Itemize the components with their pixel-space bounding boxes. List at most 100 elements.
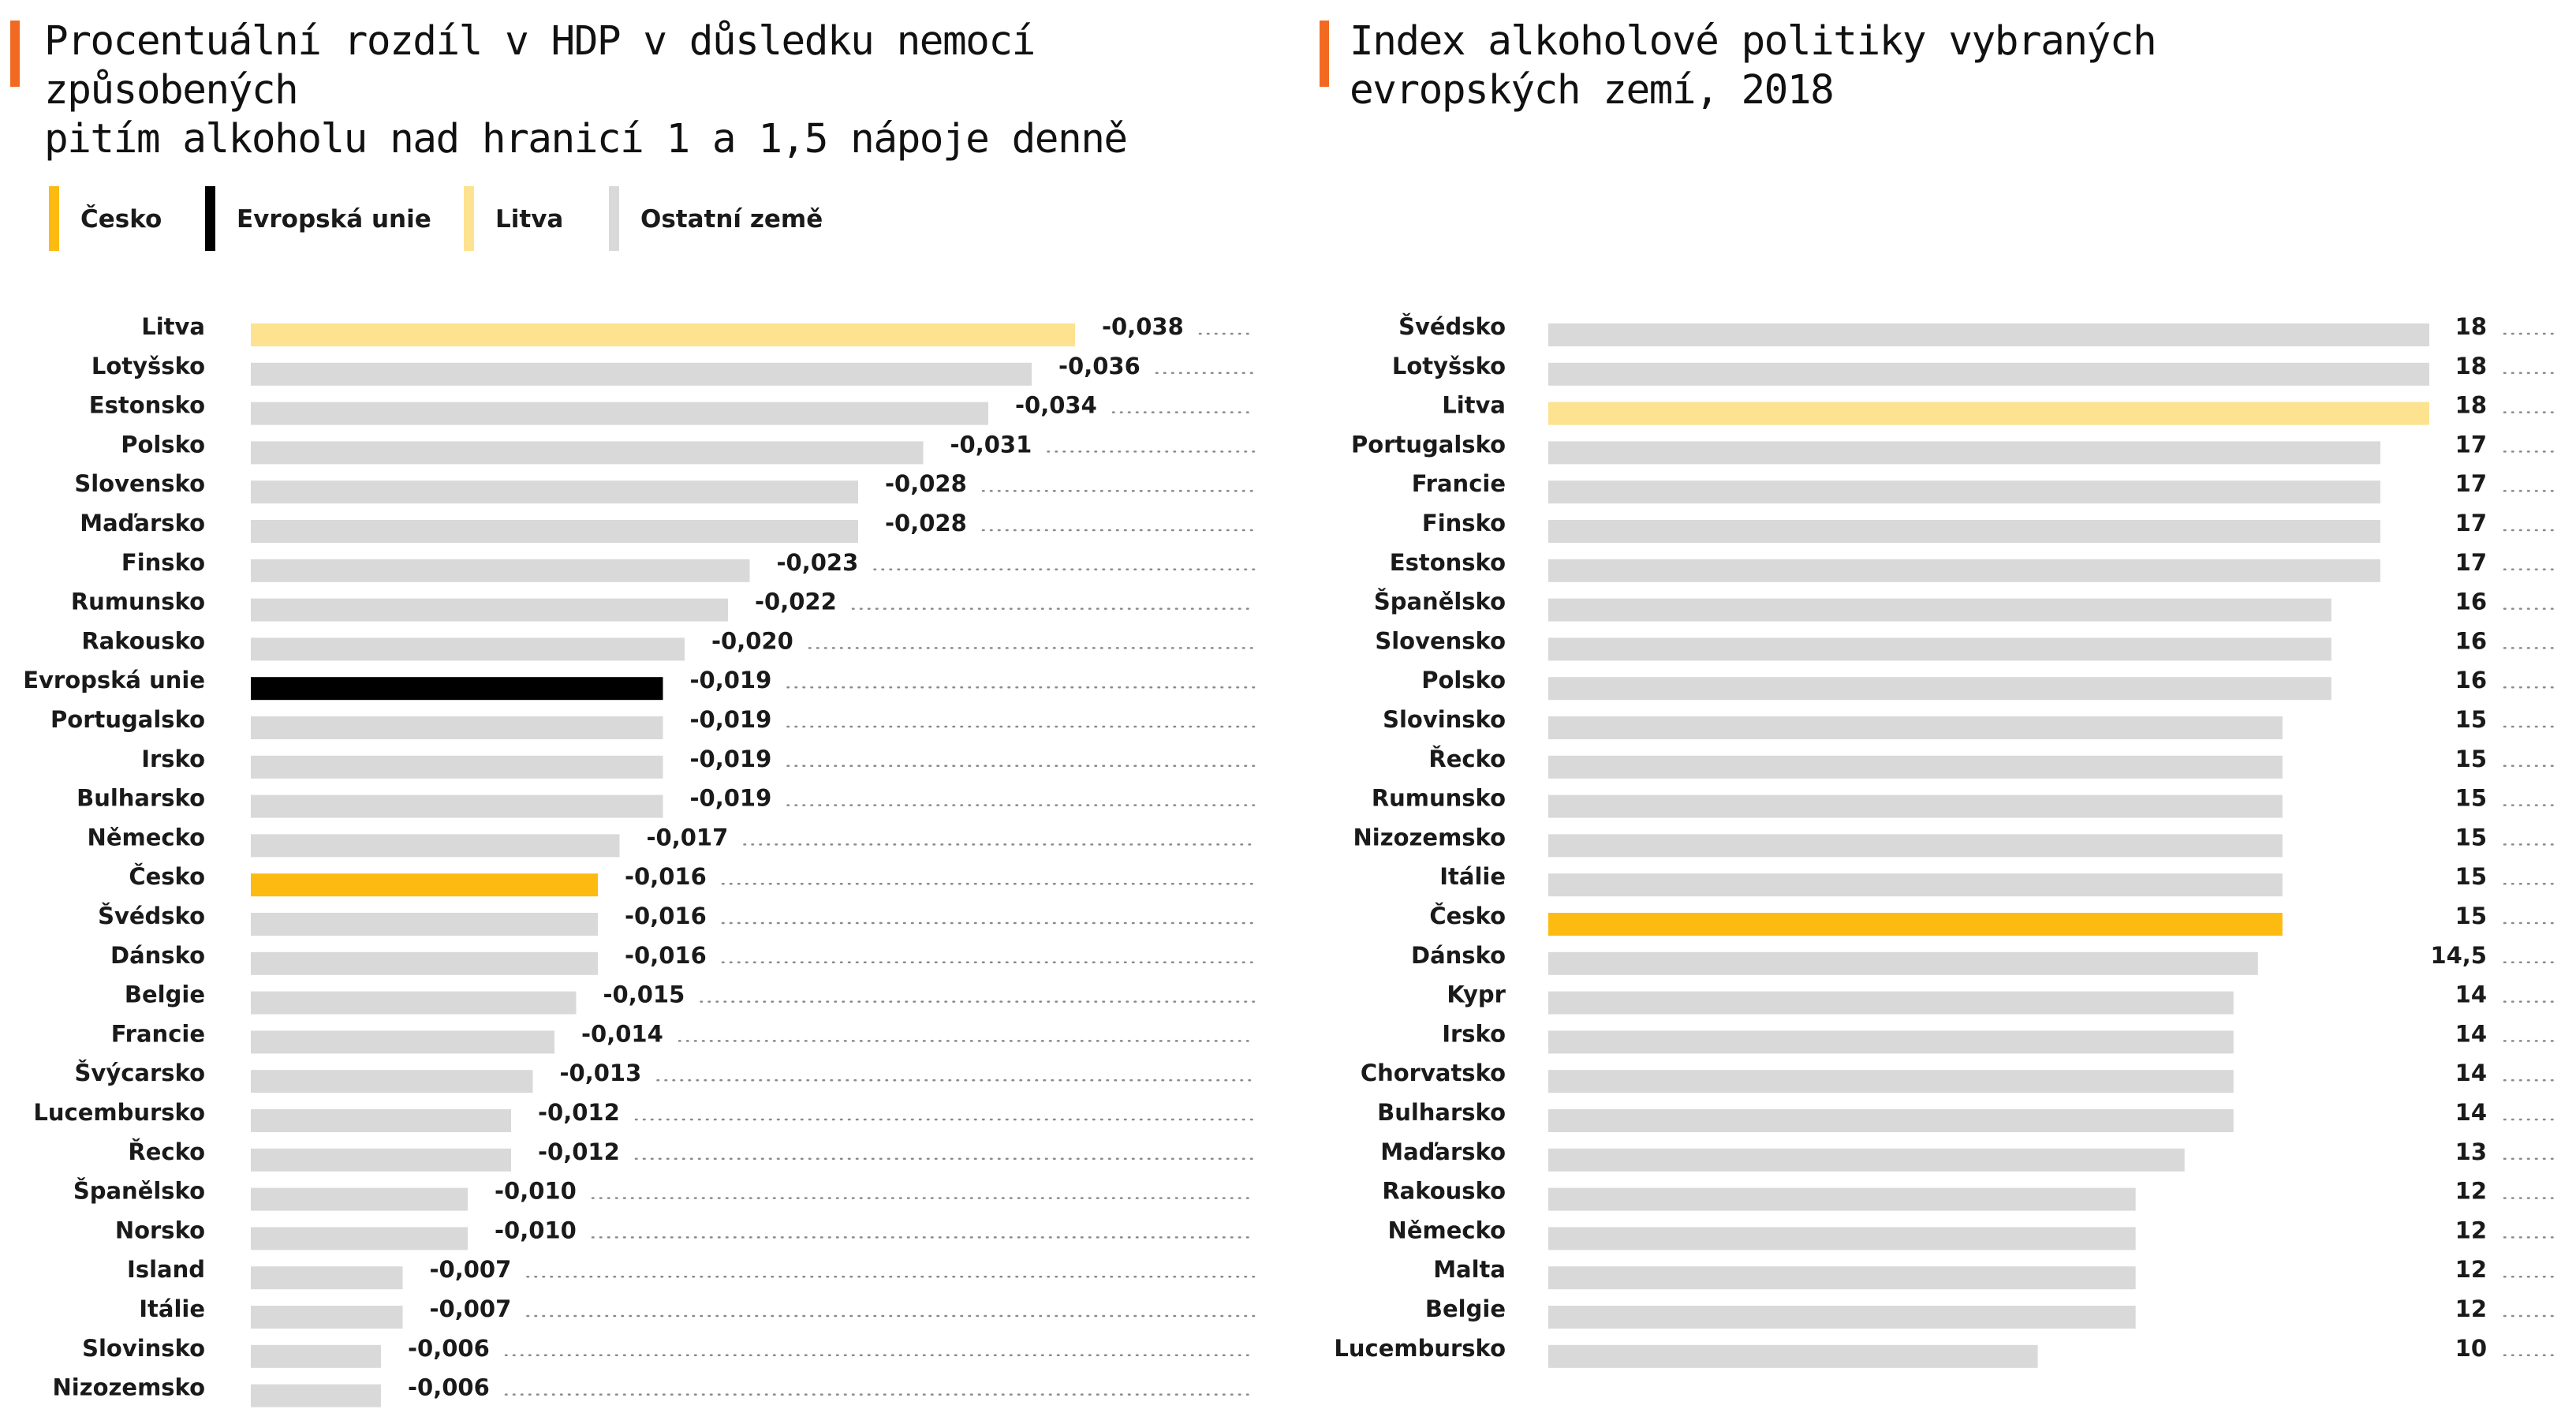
left-bar-svycarsko bbox=[251, 1070, 533, 1093]
right-bar-madarsko bbox=[1548, 1148, 2185, 1172]
right-value-label-cesko: 15 bbox=[2455, 903, 2487, 929]
right-bar-polsko bbox=[1548, 677, 2331, 701]
right-category-label-estonsko: Estonsko bbox=[1390, 549, 1506, 576]
left-value-label-italie: -0,007 bbox=[430, 1295, 512, 1322]
left-value-label-finsko: -0,023 bbox=[777, 549, 859, 576]
legend-label-litva: Litva bbox=[495, 205, 564, 234]
left-value-label-recko: -0,012 bbox=[538, 1138, 620, 1165]
right-value-label-estonsko: 17 bbox=[2455, 549, 2487, 576]
left-category-label-italie: Itálie bbox=[139, 1295, 205, 1322]
legend-swatch-litva bbox=[464, 186, 474, 251]
left-category-label-portugalsko: Portugalsko bbox=[50, 706, 205, 733]
left-bar-irsko bbox=[251, 755, 663, 779]
left-value-label-bulharsko: -0,019 bbox=[690, 785, 772, 812]
right-bar-recko bbox=[1548, 755, 2283, 779]
right-category-label-madarsko: Maďarsko bbox=[1380, 1138, 1506, 1165]
right-value-label-malta: 12 bbox=[2455, 1256, 2487, 1283]
right-category-label-rumunsko: Rumunsko bbox=[1372, 785, 1506, 812]
right-value-label-madarsko: 13 bbox=[2455, 1138, 2487, 1165]
right-category-label-francie: Francie bbox=[1412, 470, 1506, 497]
left-category-label-litva: Litva bbox=[141, 313, 205, 340]
right-category-label-portugalsko: Portugalsko bbox=[1351, 431, 1506, 458]
right-bar-cesko bbox=[1548, 913, 2283, 936]
left-bar-rumunsko bbox=[251, 598, 728, 622]
left-bar-polsko bbox=[251, 441, 924, 465]
left-category-label-nemecko: Německo bbox=[88, 824, 205, 850]
left-chart-title: Procentuální rozdíl v HDP v důsledku nem… bbox=[44, 17, 1288, 164]
left-value-label-nemecko: -0,017 bbox=[647, 824, 729, 850]
right-value-label-polsko: 16 bbox=[2455, 667, 2487, 693]
right-value-label-belgie: 12 bbox=[2455, 1295, 2487, 1322]
right-bar-irsko bbox=[1548, 1030, 2234, 1054]
left-category-label-rakousko: Rakousko bbox=[81, 627, 205, 654]
right-value-label-portugalsko: 17 bbox=[2455, 431, 2487, 458]
left-bar-rakousko bbox=[251, 637, 685, 661]
right-category-label-belgie: Belgie bbox=[1425, 1295, 1506, 1322]
right-category-label-litva: Litva bbox=[1442, 392, 1506, 419]
left-category-label-nizozemsko: Nizozemsko bbox=[53, 1374, 205, 1401]
right-value-label-francie: 17 bbox=[2455, 470, 2487, 497]
right-category-label-malta: Malta bbox=[1433, 1256, 1506, 1283]
left-title-line-2: pitím alkoholu nad hranicí 1 a 1,5 nápoj… bbox=[44, 116, 1128, 163]
left-bar-slovensko bbox=[251, 480, 858, 504]
right-value-label-svedsko: 18 bbox=[2455, 313, 2487, 340]
right-value-label-slovensko: 16 bbox=[2455, 627, 2487, 654]
left-value-label-spanelsko: -0,010 bbox=[495, 1178, 577, 1205]
title-accent-bar bbox=[1320, 21, 1329, 87]
left-category-label-lotyssko: Lotyšsko bbox=[91, 353, 205, 379]
right-bar-slovinsko bbox=[1548, 716, 2283, 739]
right-bar-chart: Švédsko 18 Lotyšsko 18 Litva 18 Portugalsko 17 F… bbox=[1334, 313, 2561, 1368]
left-bar-portugalsko bbox=[251, 716, 663, 739]
left-value-label-lotyssko: -0,036 bbox=[1058, 353, 1141, 379]
left-value-label-slovensko: -0,028 bbox=[885, 470, 967, 497]
right-category-label-recko: Řecko bbox=[1428, 746, 1506, 772]
left-chart-panel: Procentuální rozdíl v HDP v důsledku nem… bbox=[10, 17, 1288, 1407]
right-category-label-chorvatsko: Chorvatsko bbox=[1361, 1060, 1506, 1086]
right-value-label-bulharsko: 14 bbox=[2455, 1099, 2487, 1126]
legend-label-other: Ostatní země bbox=[640, 205, 823, 234]
right-title-line-1: Index alkoholové politiky vybraných bbox=[1350, 18, 2157, 65]
left-category-label-belgie: Belgie bbox=[125, 981, 205, 1008]
left-bar-italie bbox=[251, 1306, 403, 1329]
right-value-label-lotyssko: 18 bbox=[2455, 353, 2487, 379]
left-value-label-svycarsko: -0,013 bbox=[560, 1060, 642, 1086]
right-category-label-lotyssko: Lotyšsko bbox=[1392, 353, 1506, 379]
right-value-label-slovinsko: 15 bbox=[2455, 706, 2487, 733]
right-chart-panel: Index alkoholové politiky vybraných evro… bbox=[1288, 0, 2576, 1413]
right-value-label-dansko: 14,5 bbox=[2430, 942, 2487, 969]
right-bar-lotyssko bbox=[1548, 362, 2429, 386]
right-bar-chorvatsko bbox=[1548, 1070, 2234, 1093]
left-title-line-1: Procentuální rozdíl v HDP v důsledku nem… bbox=[44, 18, 1036, 114]
left-bar-cesko bbox=[251, 873, 598, 897]
left-category-label-svedsko: Švédsko bbox=[98, 903, 205, 929]
left-category-label-estonsko: Estonsko bbox=[89, 392, 205, 419]
right-bar-rumunsko bbox=[1548, 794, 2283, 818]
right-value-label-chorvatsko: 14 bbox=[2455, 1060, 2487, 1086]
right-category-label-italie: Itálie bbox=[1439, 863, 1506, 890]
right-bar-litva bbox=[1548, 402, 2429, 425]
left-value-label-evropska-unie: -0,019 bbox=[690, 667, 772, 693]
left-bar-chart: Litva -0,038 Lotyšsko -0,036 Estonsko -0,034 P… bbox=[23, 313, 1256, 1407]
right-value-label-irsko: 14 bbox=[2455, 1020, 2487, 1047]
right-value-label-nizozemsko: 15 bbox=[2455, 824, 2487, 850]
right-category-label-bulharsko: Bulharsko bbox=[1377, 1099, 1506, 1126]
left-bar-dansko bbox=[251, 951, 598, 975]
right-category-label-nemecko: Německo bbox=[1388, 1217, 1506, 1243]
left-category-label-recko: Řecko bbox=[128, 1138, 205, 1165]
left-value-label-madarsko: -0,028 bbox=[885, 510, 967, 536]
right-category-label-irsko: Irsko bbox=[1442, 1020, 1506, 1047]
title-accent-bar bbox=[10, 21, 20, 87]
left-bar-bulharsko bbox=[251, 794, 663, 818]
right-bar-francie bbox=[1548, 480, 2380, 504]
left-category-label-norsko: Norsko bbox=[115, 1217, 205, 1243]
left-value-label-polsko: -0,031 bbox=[950, 431, 1032, 458]
right-bar-lucembursko bbox=[1548, 1344, 2038, 1368]
left-category-label-slovinsko: Slovinsko bbox=[82, 1335, 205, 1362]
left-bar-svedsko bbox=[251, 913, 598, 936]
legend-label-cesko: Česko bbox=[80, 205, 162, 234]
left-bar-madarsko bbox=[251, 520, 858, 543]
left-category-label-island: Island bbox=[127, 1256, 205, 1283]
left-category-label-slovensko: Slovensko bbox=[74, 470, 205, 497]
left-bar-estonsko bbox=[251, 402, 988, 425]
right-bar-estonsko bbox=[1548, 559, 2380, 582]
